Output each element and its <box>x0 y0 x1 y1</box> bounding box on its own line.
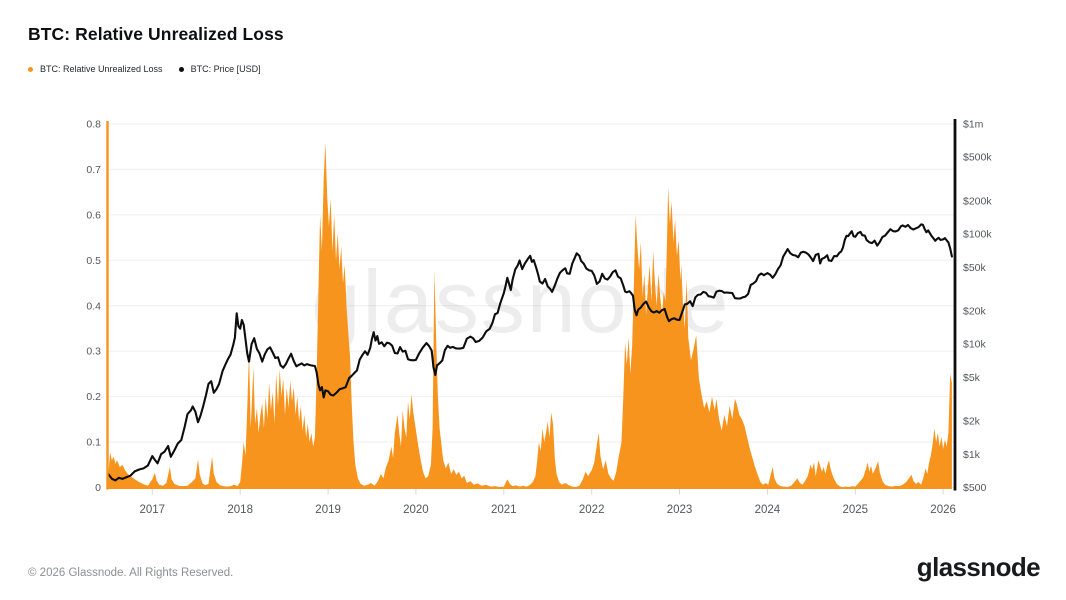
y-left-tick-label: 0.6 <box>86 209 101 221</box>
x-tick-label: 2017 <box>140 504 166 516</box>
x-tick-label: 2022 <box>579 504 605 516</box>
y-right-tick-label: $1k <box>963 449 981 461</box>
y-left-tick-label: 0.3 <box>86 346 101 358</box>
y-right-tick-label: $5k <box>963 372 981 384</box>
x-tick-label: 2018 <box>227 504 253 516</box>
x-tick-label: 2019 <box>315 504 341 516</box>
y-right-tick-label: $100k <box>963 229 992 241</box>
legend: BTC: Relative Unrealized Loss BTC: Price… <box>28 64 261 74</box>
y-right-tick-label: $500k <box>963 152 992 164</box>
series-line-btc-price <box>107 223 953 482</box>
y-left-tick-label: 0.5 <box>86 255 101 267</box>
y-left-tick-label: 0.7 <box>86 164 101 176</box>
x-tick-label: 2021 <box>491 504 517 516</box>
y-right-tick-label: $1m <box>963 119 984 131</box>
legend-label: BTC: Relative Unrealized Loss <box>40 64 163 74</box>
y-right-tick-label: $10k <box>963 339 987 351</box>
legend-item-relative-unrealized-loss[interactable]: BTC: Relative Unrealized Loss <box>28 64 163 74</box>
y-right-tick-label: $50k <box>963 262 987 274</box>
legend-swatch-icon <box>178 66 184 72</box>
y-right-tick-label: $2k <box>963 416 981 428</box>
y-right-tick-label: $200k <box>963 196 992 208</box>
y-right-tick-label: $500 <box>963 482 987 494</box>
y-right-tick-label: $20k <box>963 306 987 318</box>
x-tick-label: 2025 <box>843 504 869 516</box>
legend-label: BTC: Price [USD] <box>190 64 261 74</box>
x-tick-label: 2020 <box>403 504 429 516</box>
legend-swatch-icon <box>28 66 33 72</box>
y-left-tick-label: 0.1 <box>86 437 101 449</box>
copyright-text: © 2026 Glassnode. All Rights Reserved. <box>28 567 234 579</box>
series-area-relative-unrealized-loss <box>108 142 952 489</box>
y-left-tick-label: 0.4 <box>86 300 101 312</box>
legend-item-btc-price[interactable]: BTC: Price [USD] <box>178 64 261 74</box>
y-left-tick-label: 0.2 <box>86 391 101 403</box>
chart-title: BTC: Relative Unrealized Loss <box>28 24 284 44</box>
x-tick-label: 2026 <box>930 504 956 516</box>
y-left-tick-label: 0 <box>95 482 101 494</box>
x-tick-label: 2024 <box>755 504 781 516</box>
x-tick-label: 2023 <box>667 504 693 516</box>
y-left-tick-label: 0.8 <box>86 119 101 131</box>
glassnode-logo: glassnode <box>916 552 1041 582</box>
